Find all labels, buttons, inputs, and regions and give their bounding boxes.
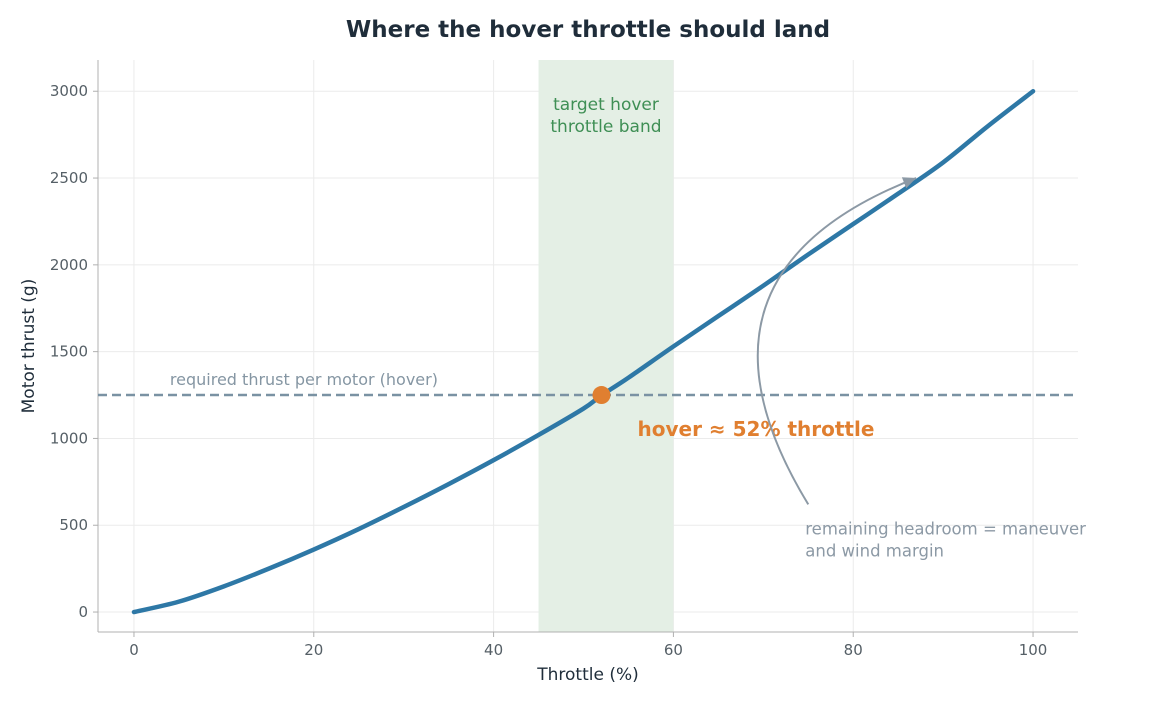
y-tick-label: 1000 (50, 429, 88, 447)
band-rect (538, 60, 674, 632)
y-tick-label: 2500 (50, 169, 88, 187)
y-tick-label: 2000 (50, 256, 88, 274)
x-axis-label: Throttle (%) (536, 665, 639, 685)
headroom-arrow (756, 177, 917, 505)
x-tick-label: 20 (304, 641, 323, 659)
y-tick-label: 1500 (50, 343, 88, 361)
chart-title: Where the hover throttle should land (346, 17, 830, 43)
y-tick-label: 0 (78, 603, 88, 621)
x-tick-label: 60 (664, 641, 683, 659)
y-tick-label: 500 (59, 516, 88, 534)
x-tick-label: 80 (844, 641, 863, 659)
band-label: target hover (553, 95, 659, 115)
reference-line-label: required thrust per motor (hover) (170, 370, 438, 389)
x-tick-label: 40 (484, 641, 503, 659)
x-tick-label: 100 (1019, 641, 1048, 659)
headroom-label: and wind margin (805, 541, 944, 560)
y-axis-label: Motor thrust (g) (19, 279, 39, 414)
hover-label: hover ≈ 52% throttle (637, 417, 874, 441)
arrowhead-icon (901, 177, 917, 189)
thrust-curve (131, 89, 1036, 615)
headroom-label: remaining headroom = maneuver (805, 519, 1086, 538)
x-tick-label: 0 (129, 641, 139, 659)
series (131, 89, 1036, 615)
annotations: hover ≈ 52% throttle remaining headroom =… (637, 177, 1086, 560)
hover-point (592, 386, 611, 405)
band-label: throttle band (550, 117, 661, 137)
y-tick-label: 3000 (50, 82, 88, 100)
reference-line-group: required thrust per motor (hover) (98, 370, 1078, 397)
